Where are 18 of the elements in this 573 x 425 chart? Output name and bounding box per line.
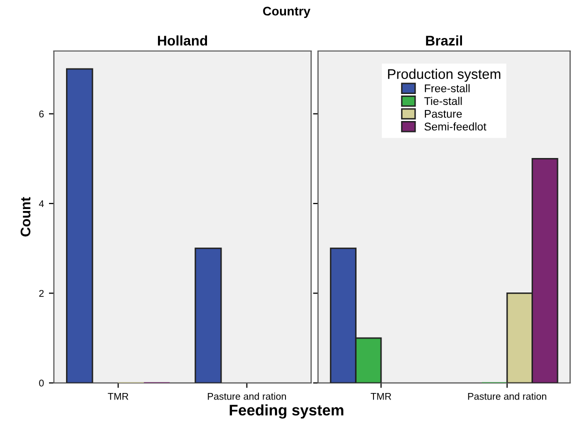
x-tick-label: TMR <box>108 393 128 400</box>
chart-title: Holland <box>158 35 208 46</box>
legend-label: Tie-stall <box>424 96 462 106</box>
x-axis-title: Feeding system <box>230 404 344 419</box>
x-tick-label: Pasture and ration <box>468 392 546 400</box>
legend-label: Semi-feedlot <box>424 122 486 131</box>
y-tick-label: 2 <box>39 290 44 297</box>
y-tick-label: 4 <box>38 200 44 208</box>
y-tick-label: 6 <box>39 110 44 118</box>
y-tick-label: 0 <box>39 380 44 387</box>
legend-label: Free-stall <box>424 84 470 92</box>
legend-label: Pasture <box>424 110 462 118</box>
x-tick-label: Pasture and ration <box>208 392 286 400</box>
text: Country <box>263 6 310 18</box>
x-tick-label: TMR <box>370 393 392 400</box>
legend-title: Production system <box>388 68 500 82</box>
chart-title: Brazil <box>426 35 462 46</box>
y-axis-title: Count <box>20 197 30 236</box>
